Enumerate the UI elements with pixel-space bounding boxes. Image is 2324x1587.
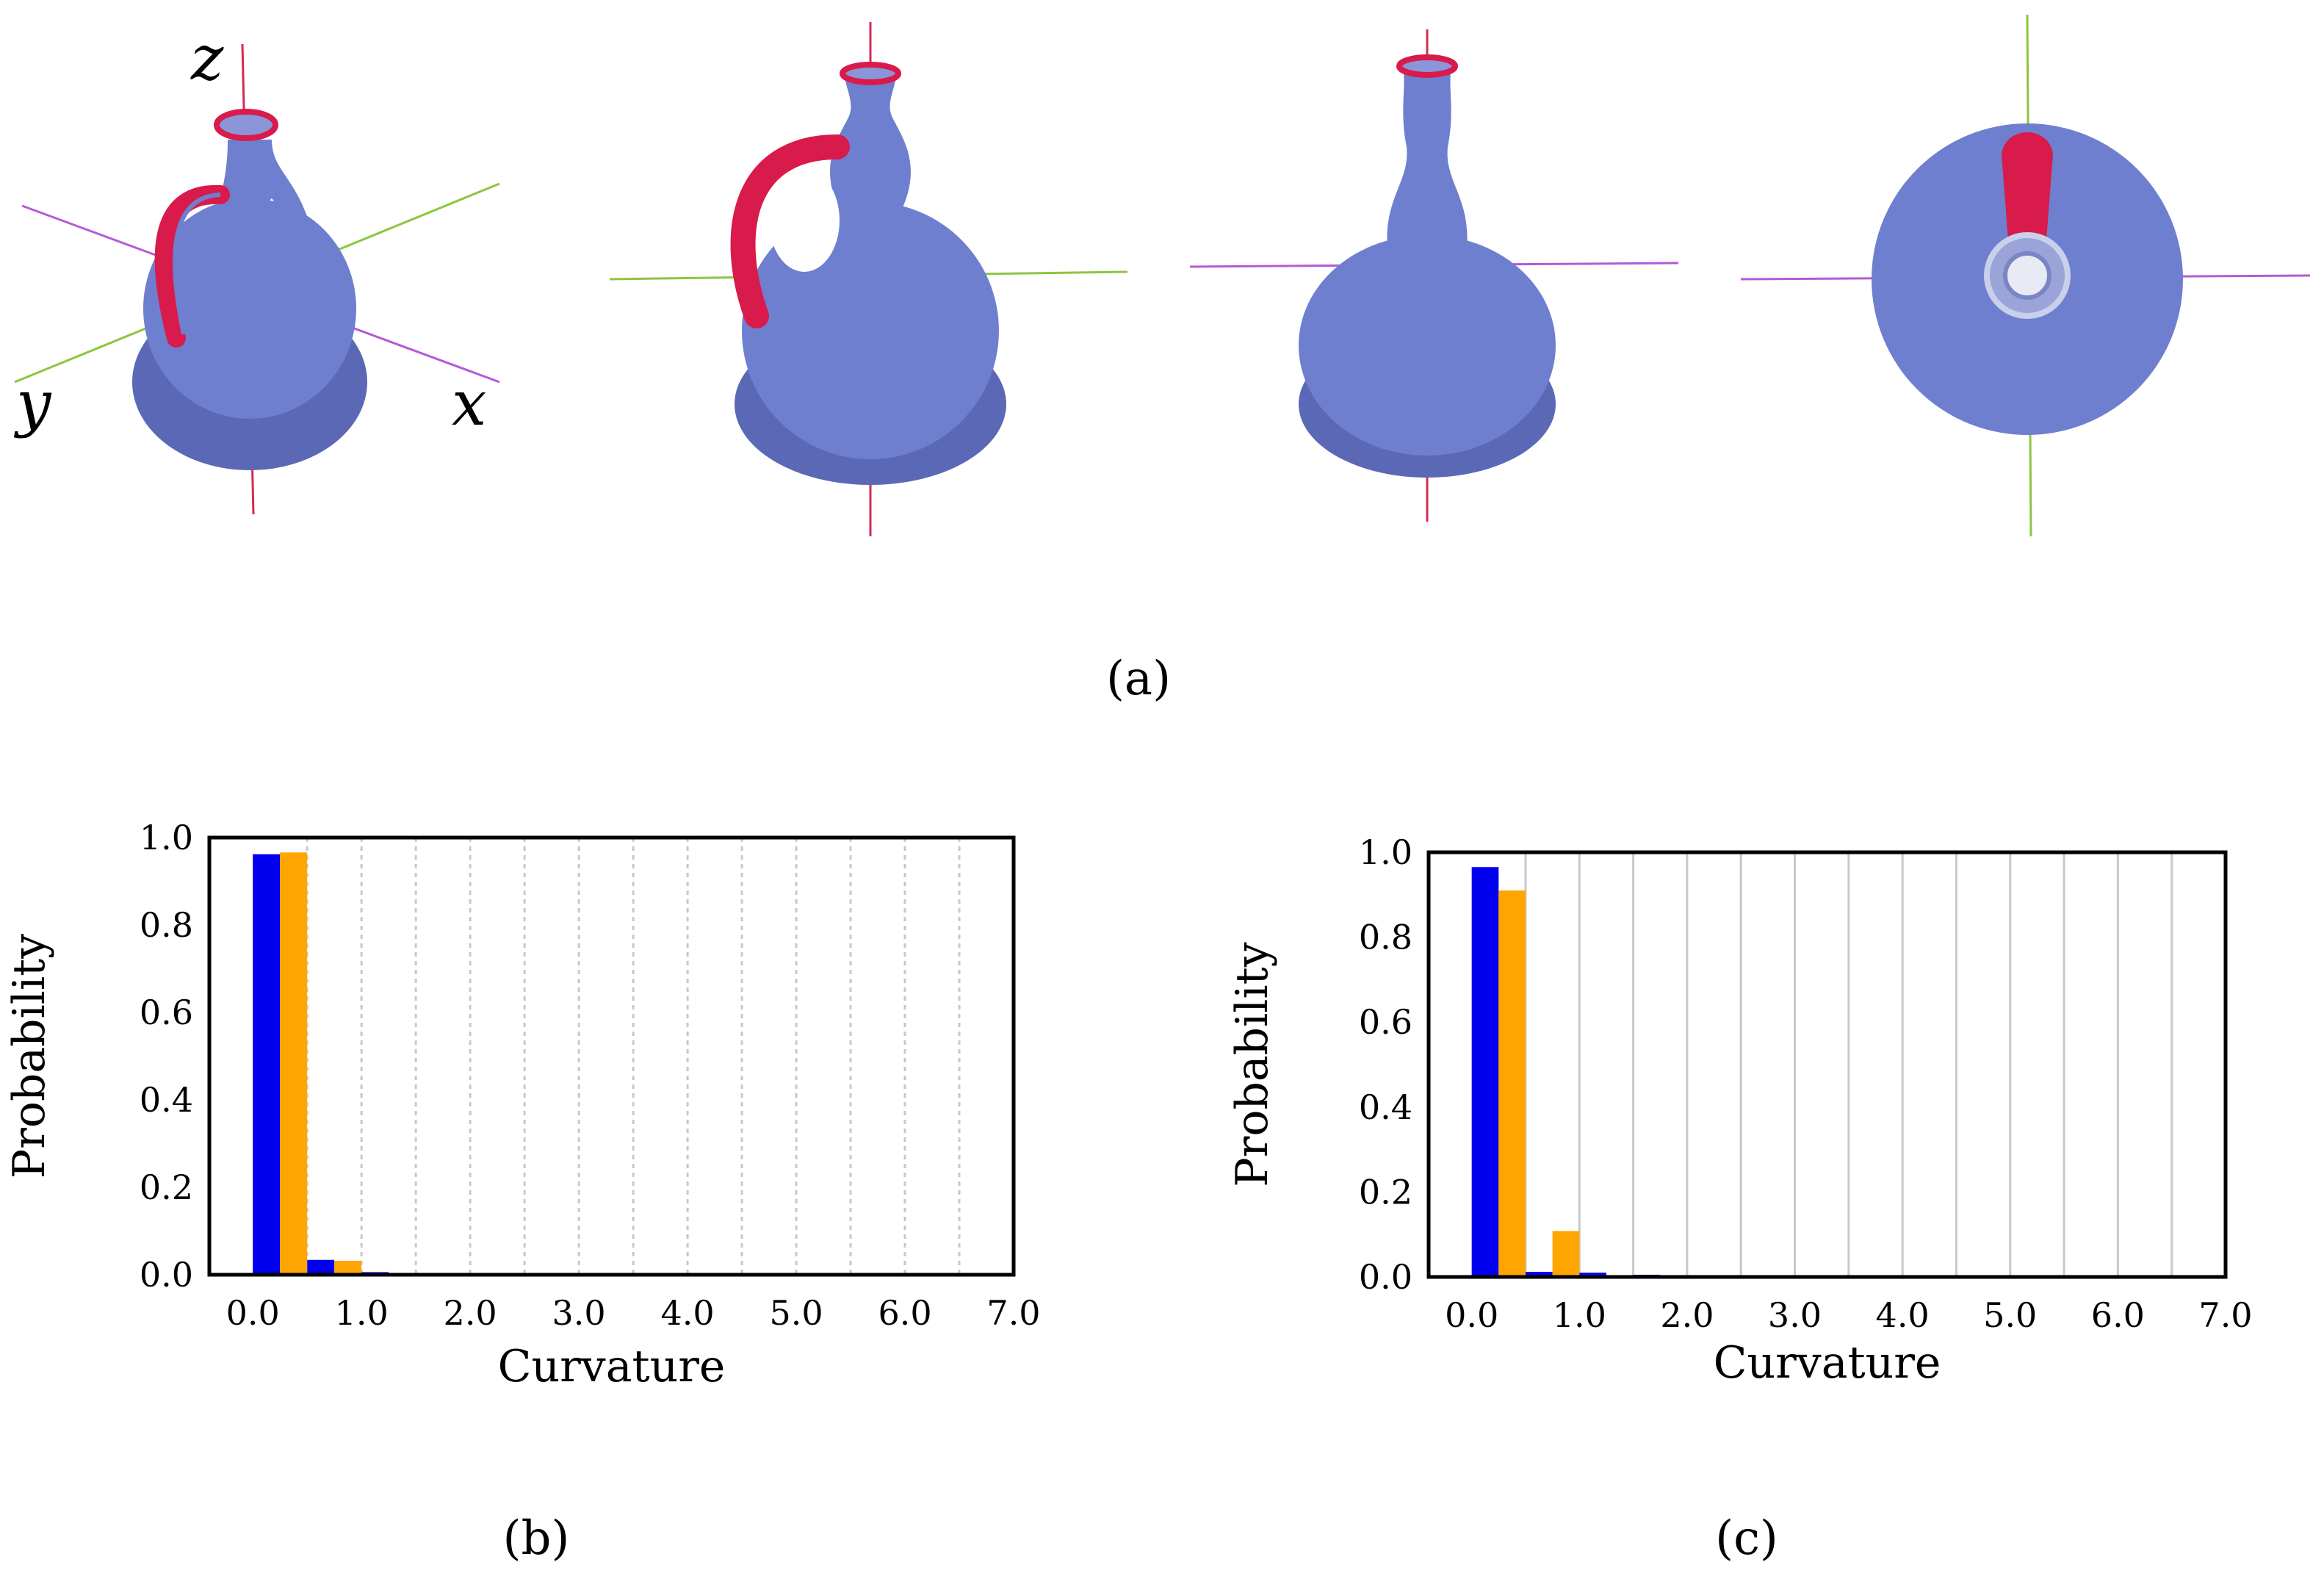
y-tick-label: 0.0 (1359, 1257, 1412, 1297)
plot-frame (207, 835, 1016, 1277)
bar-series-2 (1552, 1231, 1580, 1277)
x-tick-label: 3.0 (552, 1293, 606, 1333)
y-tick-label: 1.0 (140, 818, 193, 857)
vessel-view-side (609, 22, 1128, 536)
x-tick-label: 4.0 (661, 1293, 715, 1333)
x-tick-label: 4.0 (1876, 1295, 1930, 1335)
y-tick-label: 0.6 (1359, 1002, 1412, 1042)
x-tick-label: 0.0 (1445, 1295, 1498, 1335)
x-axis-label: x (452, 367, 486, 439)
vessel-body (143, 198, 356, 419)
x-tick-label: 6.0 (2091, 1295, 2145, 1335)
y-tick-label: 0.4 (1359, 1087, 1412, 1127)
vessel-rim (1396, 54, 1458, 78)
vessel-body (1299, 235, 1556, 456)
bar-series-1 (1471, 867, 1499, 1277)
bar-series-1 (1579, 1273, 1606, 1277)
y-tick-label: 0.0 (140, 1255, 193, 1295)
x-tick-label: 5.0 (1983, 1295, 2037, 1335)
vessel-handle (154, 184, 230, 348)
x-axis-title: Curvature (1714, 1337, 1941, 1389)
vessel-rim (840, 62, 901, 85)
vessel-handle (730, 134, 850, 328)
bar-series-1 (307, 1259, 335, 1275)
vessel-rim (214, 109, 278, 141)
y-tick-label: 0.4 (140, 1080, 193, 1120)
panel-label-c: (c) (1715, 1511, 1778, 1566)
x-tick-label: 7.0 (2198, 1295, 2252, 1335)
vessel-view-front (1189, 29, 1679, 522)
panel-label-a: (a) (1106, 652, 1171, 706)
y-tick-label: 0.8 (1359, 918, 1412, 957)
panel-label-b: (b) (503, 1511, 570, 1566)
z-axis-label: z (190, 22, 224, 94)
chart-b: 0.0 0.2 0.4 0.6 0.8 1.0 0.0 1.0 2.0 3.0 4.0 5.0 6.0 7… (4, 818, 1041, 1392)
x-tick-label: 5.0 (769, 1293, 823, 1333)
bar-series-2 (334, 1260, 362, 1275)
x-tick-label: 1.0 (335, 1293, 389, 1333)
x-tick-label: 3.0 (1768, 1295, 1822, 1335)
handle-opening (769, 169, 840, 272)
x-tick-label: 6.0 (878, 1293, 931, 1333)
vessel-handle-edge (173, 192, 221, 335)
x-tick-label: 2.0 (1660, 1295, 1714, 1335)
vessel-neck (830, 73, 911, 220)
vessel-view-oblique: z y x (13, 22, 500, 515)
x-axis-title: Curvature (498, 1341, 726, 1392)
x-tick-label: 0.0 (226, 1293, 280, 1333)
y-axis-title: Probability (1227, 942, 1278, 1187)
y-tick-label: 1.0 (1359, 832, 1412, 872)
bar-series-1 (1525, 1272, 1553, 1277)
bar-series-1 (253, 854, 281, 1275)
y-tick-label: 0.2 (140, 1167, 193, 1207)
panel-a-renderings: z y x (13, 14, 2311, 706)
vessel-opening (2003, 251, 2051, 300)
y-tick-label: 0.6 (140, 993, 193, 1032)
y-tick-label: 0.2 (1359, 1172, 1412, 1212)
bar-series-2 (280, 852, 308, 1275)
chart-c: 0.0 0.2 0.4 0.6 0.8 1.0 0.0 1.0 2.0 3.0 4.0 5.0 6.0 7… (1227, 832, 2253, 1389)
bar-series-2 (1498, 890, 1526, 1277)
vessel-neck (1387, 66, 1468, 257)
x-tick-label: 7.0 (986, 1293, 1040, 1333)
x-tick-label: 2.0 (444, 1293, 497, 1333)
vessel-view-top (1740, 14, 2311, 537)
vessel-handle (2002, 132, 2053, 250)
vessel-neck (212, 140, 310, 233)
x-tick-label: 1.0 (1553, 1295, 1606, 1335)
plot-frame (1426, 850, 2228, 1279)
y-axis-label: y (13, 367, 52, 439)
y-tick-label: 0.8 (140, 905, 193, 945)
y-axis-title: Probability (4, 934, 55, 1178)
